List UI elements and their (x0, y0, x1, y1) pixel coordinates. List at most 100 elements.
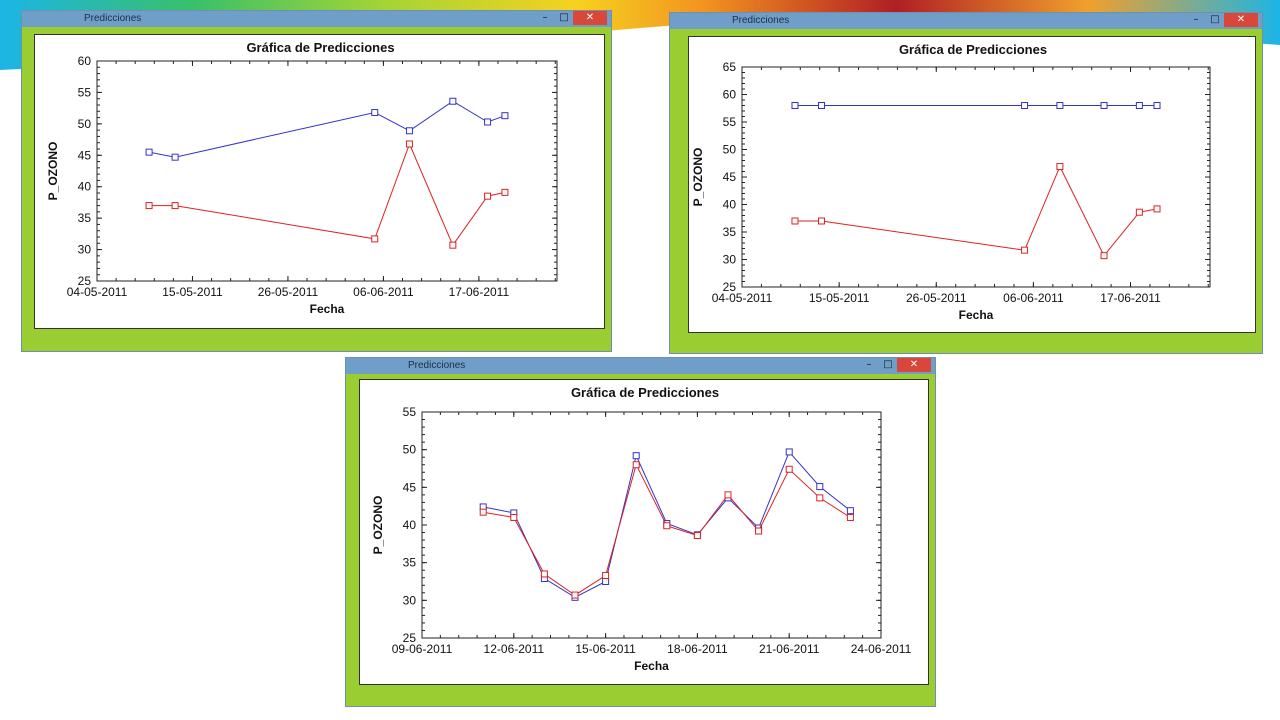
series-point-2 (479, 508, 487, 516)
x-tick-label: 12-06-2011 (484, 642, 545, 656)
series-point-2 (816, 494, 824, 502)
series-point-2 (510, 513, 518, 521)
x-tick-label: 04-05-2011 (67, 285, 128, 299)
window-titlebar[interactable]: Predicciones – □ ✕ (346, 358, 935, 374)
series-line-2 (483, 463, 851, 596)
y-tick-label: 30 (403, 593, 417, 607)
series-point-1 (817, 102, 825, 109)
chart-title: Gráfica de Predicciones (899, 42, 1047, 57)
x-tick-label: 17-06-2011 (449, 285, 510, 299)
plot-frame (421, 411, 882, 639)
window-titlebar[interactable]: Predicciones – □ ✕ (22, 11, 611, 27)
plot-frame (741, 66, 1211, 288)
series-point-2 (371, 235, 379, 243)
window-title: Predicciones (732, 15, 790, 26)
x-axis-label: Fecha (634, 659, 669, 673)
series-point-1 (1100, 102, 1108, 109)
x-tick-label: 26-05-2011 (258, 285, 319, 299)
plot-panel: Gráfica de Predicciones 25 30 35 40 45 50 55 09-… (359, 379, 929, 685)
series-point-2 (1100, 252, 1108, 260)
x-tick-label: 18-06-2011 (667, 642, 728, 656)
minimize-button[interactable]: – (866, 359, 872, 370)
series-point-1 (171, 153, 179, 161)
y-tick-label: 60 (723, 88, 737, 102)
series-point-1 (405, 127, 413, 135)
series-point-1 (1153, 102, 1161, 109)
series-point-2 (145, 202, 153, 210)
series-point-2 (1021, 246, 1029, 254)
series-point-2 (817, 217, 825, 225)
y-tick-label: 55 (723, 115, 737, 129)
series-point-2 (571, 591, 579, 599)
y-tick-label: 65 (723, 60, 737, 74)
y-axis-label: P_OZONO (371, 496, 385, 555)
y-tick-label: 40 (723, 198, 737, 212)
y-tick-label: 60 (78, 54, 92, 68)
minimize-button[interactable]: – (542, 12, 548, 23)
series-point-2 (1153, 205, 1161, 213)
predicciones-window-2: Predicciones – □ ✕ Gráfica de Prediccion… (669, 12, 1263, 354)
series-point-1 (1056, 102, 1064, 109)
series-line-1 (149, 100, 506, 158)
maximize-button[interactable]: □ (1210, 14, 1220, 25)
y-axis-label: P_OZONO (46, 142, 60, 201)
y-tick-label: 45 (723, 170, 737, 184)
chart-title: Gráfica de Predicciones (571, 385, 719, 400)
close-button[interactable]: ✕ (1224, 13, 1258, 27)
y-tick-label: 45 (78, 148, 92, 162)
y-tick-label: 35 (723, 225, 737, 239)
y-tick-label: 50 (403, 443, 417, 457)
series-point-2 (405, 140, 413, 148)
y-tick-label: 55 (78, 85, 92, 99)
series-point-2 (663, 522, 671, 530)
series-point-1 (785, 448, 793, 456)
series-point-2 (171, 202, 179, 210)
chart-title: Gráfica de Predicciones (246, 40, 394, 55)
series-point-2 (785, 465, 793, 473)
close-button[interactable]: ✕ (897, 358, 931, 372)
series-point-2 (449, 241, 457, 249)
series-point-2 (1135, 208, 1143, 216)
series-point-2 (540, 570, 548, 578)
x-tick-label: 04-05-2011 (712, 291, 773, 305)
series-point-2 (846, 513, 854, 521)
series-point-2 (693, 532, 701, 540)
x-tick-label: 06-06-2011 (1003, 291, 1064, 305)
x-tick-label: 17-06-2011 (1100, 291, 1161, 305)
maximize-button[interactable]: □ (559, 12, 569, 23)
x-tick-label: 21-06-2011 (759, 642, 820, 656)
y-tick-label: 30 (723, 253, 737, 267)
y-tick-label: 25 (403, 631, 417, 645)
window-title: Predicciones (84, 13, 142, 24)
series-point-1 (371, 109, 379, 117)
maximize-button[interactable]: □ (883, 359, 893, 370)
window-title: Predicciones (408, 360, 466, 371)
y-tick-label: 30 (78, 243, 92, 257)
x-tick-label: 09-06-2011 (392, 642, 453, 656)
y-tick-label: 45 (403, 480, 417, 494)
minimize-button[interactable]: – (1193, 14, 1199, 25)
series-point-2 (484, 192, 492, 200)
series-point-1 (484, 118, 492, 126)
series-point-1 (1021, 102, 1029, 109)
series-point-2 (501, 188, 509, 196)
series-point-1 (846, 507, 854, 515)
y-tick-label: 50 (723, 143, 737, 157)
series-point-1 (602, 578, 610, 585)
y-tick-label: 40 (403, 518, 417, 532)
y-tick-label: 35 (403, 556, 417, 570)
x-axis-label: Fecha (959, 308, 994, 322)
window-titlebar[interactable]: Predicciones – □ ✕ (670, 13, 1262, 29)
x-tick-label: 15-05-2011 (162, 285, 223, 299)
series-point-1 (632, 452, 640, 460)
y-tick-label: 40 (78, 180, 92, 194)
y-tick-label: 35 (78, 211, 92, 225)
series-point-2 (602, 571, 610, 579)
y-tick-label: 25 (78, 274, 92, 288)
y-tick-label: 25 (723, 280, 737, 294)
x-tick-label: 26-05-2011 (906, 291, 967, 305)
x-tick-label: 06-06-2011 (353, 285, 414, 299)
close-button[interactable]: ✕ (573, 11, 607, 25)
chart-svg: Gráfica de Predicciones 25 30 35 40 45 50 55 60 6… (691, 42, 1211, 322)
series-point-1 (791, 102, 799, 109)
